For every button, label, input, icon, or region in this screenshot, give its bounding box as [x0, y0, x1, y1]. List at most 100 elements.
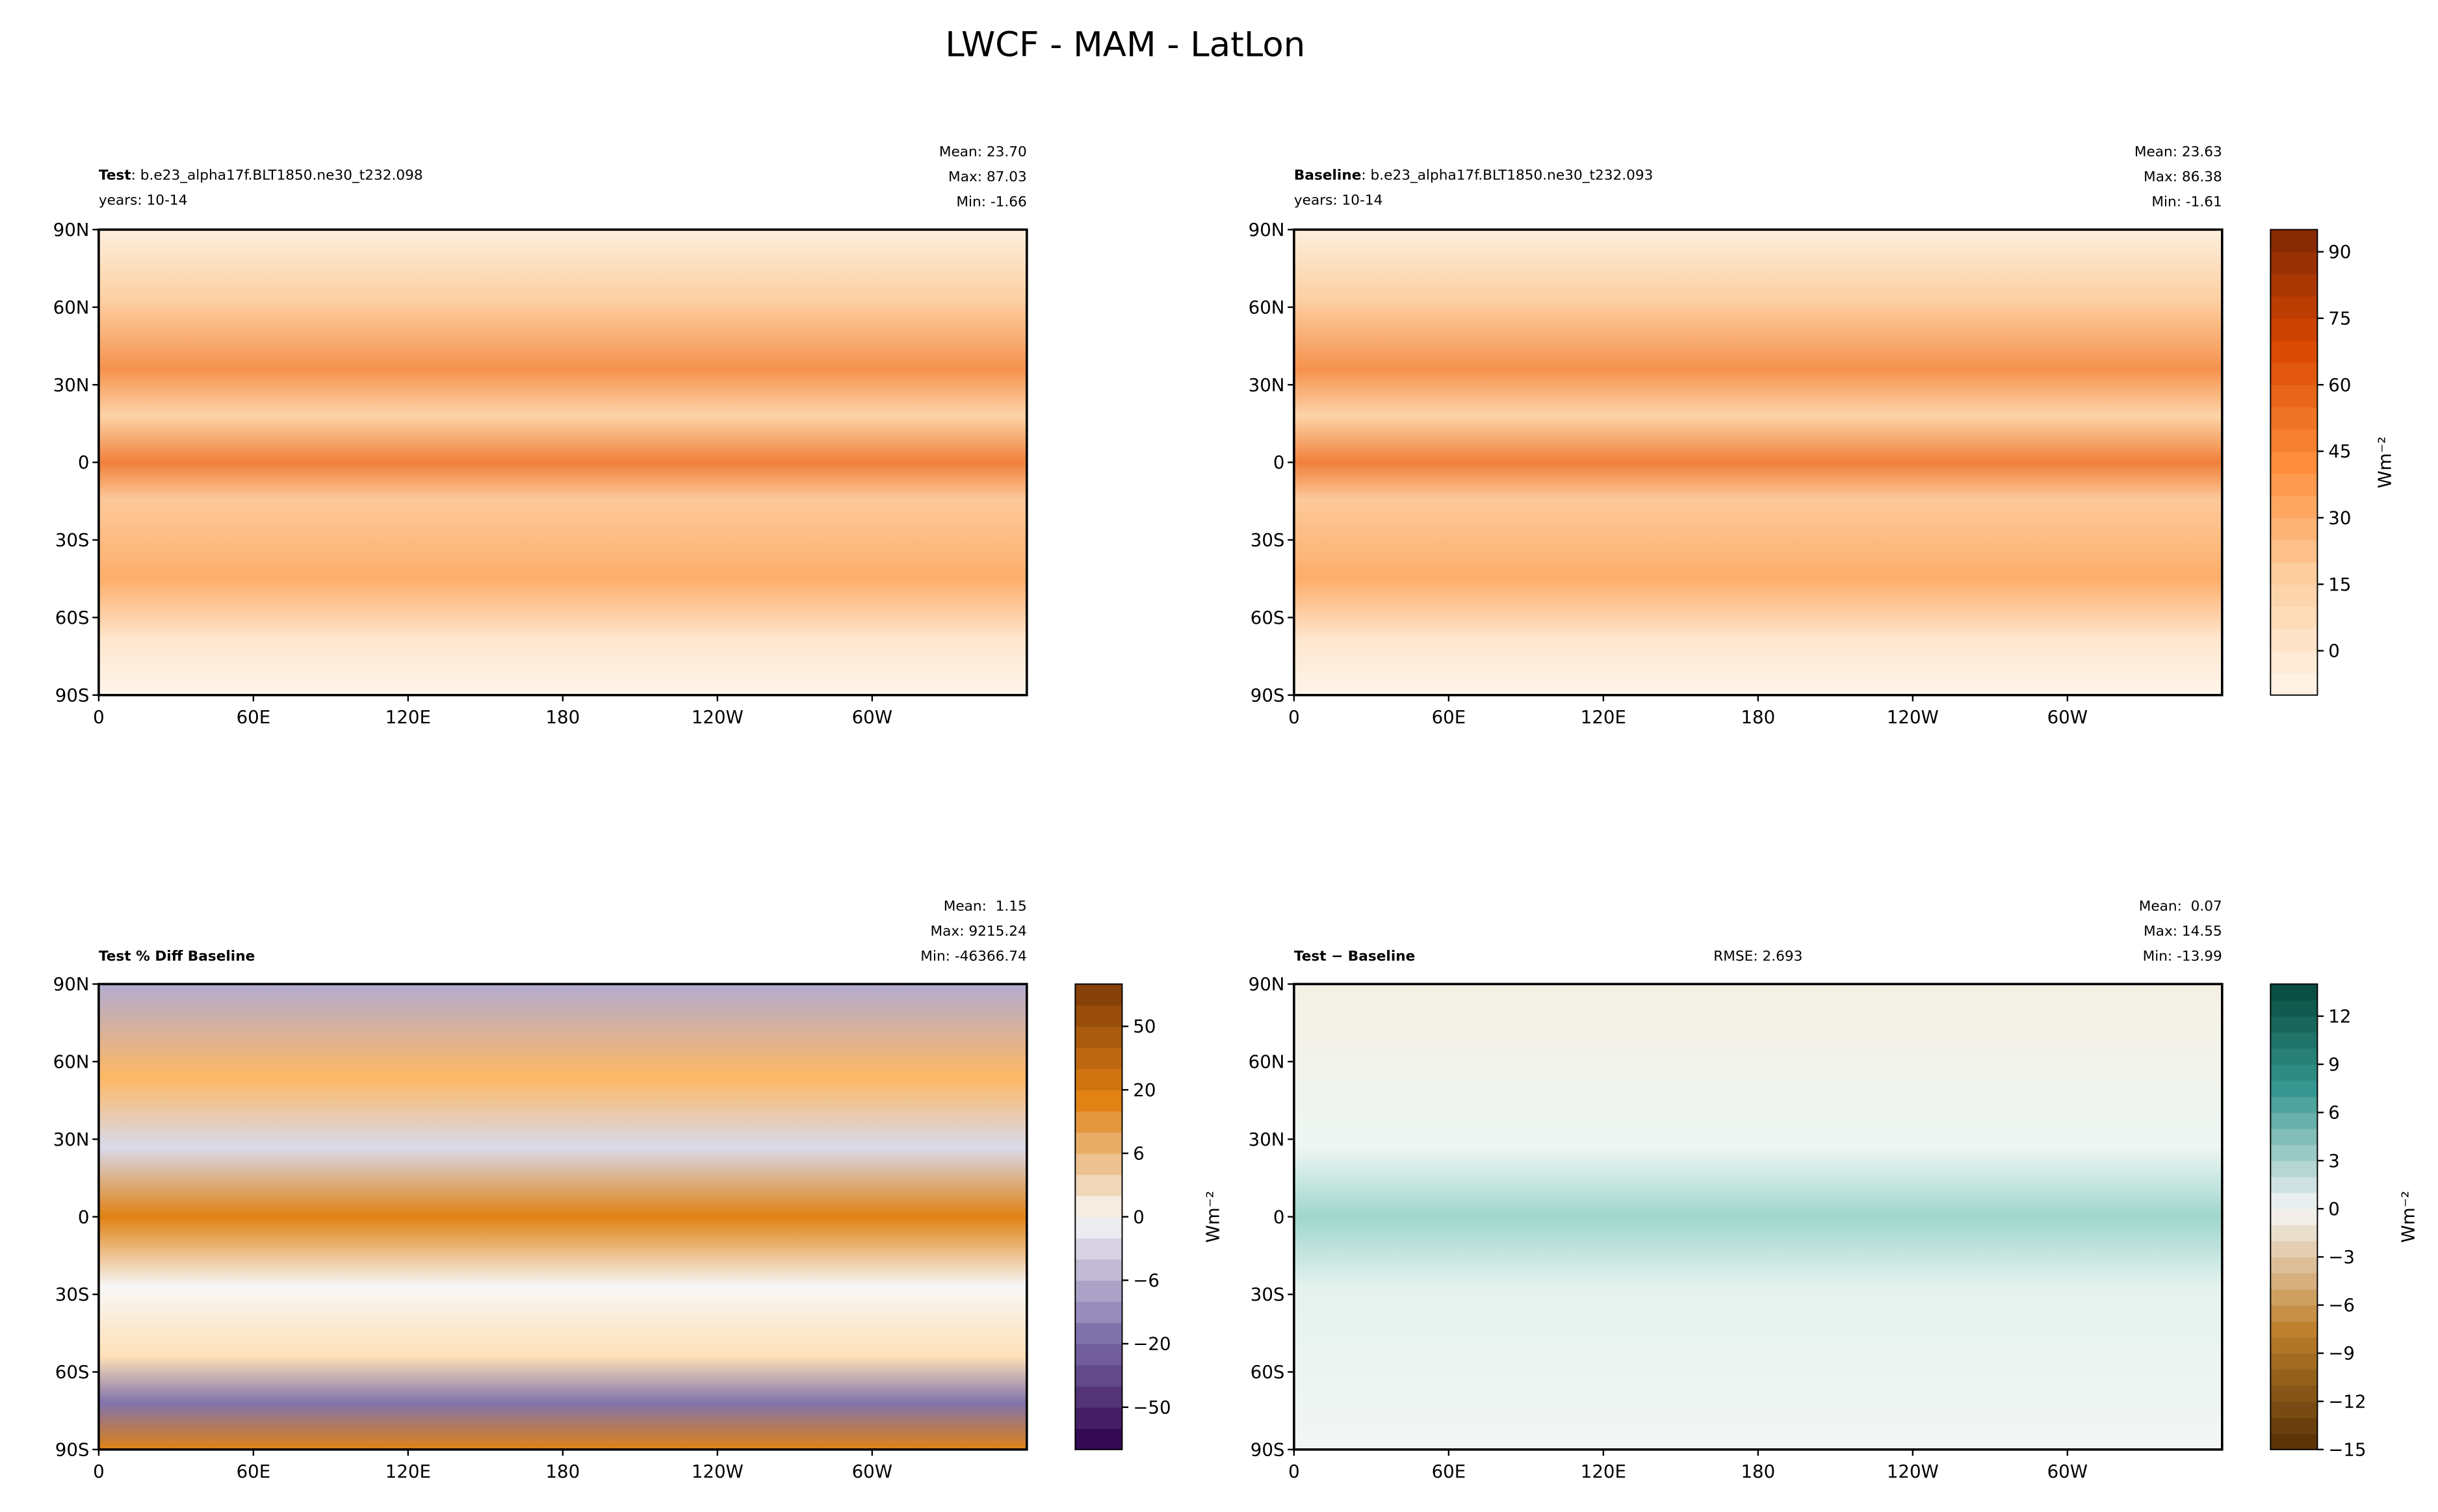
colorbar-segment [2270, 628, 2318, 652]
colorbar-segment [2270, 1225, 2318, 1242]
colorbar-tick-label: 0 [2328, 1198, 2340, 1220]
colorbar-segment [1075, 1026, 1122, 1048]
colorbar-tick-label: −20 [1133, 1333, 1171, 1355]
y-tick-label: 90N [53, 219, 90, 240]
stat: Max: 14.55 [2144, 923, 2222, 940]
colorbar-segment [2270, 1369, 2318, 1386]
field [1293, 984, 2222, 1450]
stat: Max: 86.38 [2144, 169, 2222, 185]
colorbar-segment [1075, 1428, 1122, 1450]
rmse: RMSE: 2.693 [1713, 948, 1802, 964]
colorbar-segment [2270, 1016, 2318, 1033]
colorbar-segment [2270, 429, 2318, 452]
colorbar-tick-label: −6 [1133, 1270, 1160, 1291]
colorbar-segment [2270, 1160, 2318, 1177]
colorbar-label: Wm⁻² [1202, 1191, 1223, 1243]
x-tick-label: 120W [1887, 1461, 1939, 1482]
stat: Min: -13.99 [2143, 948, 2222, 964]
map-panel: Baseline: b.e23_alpha17f.BLT1850.ne30_t2… [1249, 144, 2396, 728]
colorbar-segment [2270, 1321, 2318, 1338]
colorbar-frame [2270, 229, 2318, 696]
x-tick-label: 0 [93, 1461, 105, 1482]
colorbar-segment [2270, 1000, 2318, 1017]
x-tick-label: 0 [1288, 706, 1300, 728]
panel-title-bold: Test − Baseline [1294, 948, 1415, 964]
field [1293, 229, 2222, 695]
colorbar-segment [2270, 1064, 2318, 1081]
colorbar-segment [1075, 1238, 1122, 1260]
colorbar-segment [1075, 1407, 1122, 1429]
panel-title-bold: Test % Diff Baseline [99, 948, 255, 964]
colorbar-segment [1075, 1386, 1122, 1408]
y-tick-label: 30N [53, 374, 90, 396]
y-tick-label: 90S [1251, 1439, 1285, 1460]
colorbar-frame [2270, 983, 2318, 1450]
colorbar-tick-label: 60 [2328, 374, 2351, 396]
colorbar-tick-label: 15 [2328, 574, 2351, 595]
y-tick-label: 90N [1249, 973, 1285, 995]
stat: Max: 87.03 [948, 169, 1027, 185]
panel-title-bold: Test [99, 167, 131, 183]
colorbar-tick-label: 90 [2328, 241, 2351, 263]
y-tick-label: 90N [53, 973, 90, 995]
colorbar-segment [2270, 318, 2318, 341]
panel-title: Test % Diff Baseline [99, 948, 255, 964]
colorbar-segment [2270, 407, 2318, 430]
y-tick-label: 90S [1251, 684, 1285, 706]
colorbar-tick-label: −12 [2328, 1390, 2366, 1412]
colorbar-tick-label: 12 [2328, 1005, 2351, 1027]
x-tick-label: 120E [1581, 1461, 1626, 1482]
panel-title-case: : b.e23_alpha17f.BLT1850.ne30_t232.093 [1361, 167, 1653, 183]
colorbar-tick-label: 9 [2328, 1054, 2340, 1075]
colorbar-segment [2270, 1273, 2318, 1290]
x-tick-label: 60E [237, 706, 271, 728]
colorbar-tick-label: 3 [2328, 1150, 2340, 1172]
panel-subtitle: years: 10-14 [99, 192, 188, 209]
colorbar-segment [2270, 1401, 2318, 1418]
map-panel: Test − Baseline RMSE: 2.693 Mean: 0.07 Max:… [1249, 898, 2419, 1482]
colorbar-segment [1075, 1005, 1122, 1027]
colorbar-segment [1075, 1174, 1122, 1196]
colorbar-tick-label: 20 [1133, 1079, 1156, 1101]
stat: Mean: 23.63 [2134, 144, 2222, 160]
x-tick-label: 120W [692, 706, 744, 728]
colorbar-segment [1075, 1153, 1122, 1175]
colorbar-segment [2270, 562, 2318, 585]
colorbar-segment [2270, 1048, 2318, 1065]
x-tick-label: 60E [237, 1461, 271, 1482]
y-tick-label: 30N [1249, 374, 1285, 396]
panel-title-case: : b.e23_alpha17f.BLT1850.ne30_t232.098 [131, 167, 423, 183]
y-tick-label: 60N [53, 296, 90, 318]
y-tick-label: 60S [1251, 1361, 1285, 1383]
y-tick-label: 90S [55, 1439, 90, 1460]
colorbar-segment [2270, 1192, 2318, 1210]
stat: Min: -1.66 [956, 194, 1026, 210]
panel-title: Test − Baseline [1294, 948, 1415, 964]
y-tick-label: 30S [1251, 530, 1285, 551]
colorbar-tick-label: 50 [1133, 1016, 1156, 1037]
colorbar-tick-label: 30 [2328, 507, 2351, 528]
colorbar-segment [1075, 1068, 1122, 1091]
stat: Max: 9215.24 [931, 923, 1027, 940]
colorbar-segment [2270, 296, 2318, 319]
colorbar-segment [2270, 363, 2318, 385]
colorbar-tick-label: −15 [2328, 1439, 2366, 1460]
colorbar-segment [2270, 1257, 2318, 1274]
colorbar-segment [1075, 1344, 1122, 1366]
colorbar-segment [2270, 1080, 2318, 1097]
y-tick-label: 60S [55, 1361, 90, 1383]
y-tick-label: 30S [1251, 1284, 1285, 1305]
x-tick-label: 180 [545, 1461, 580, 1482]
y-tick-label: 0 [78, 1206, 90, 1227]
colorbar-segment [2270, 1305, 2318, 1322]
y-tick-label: 60N [1249, 296, 1285, 318]
x-tick-label: 120E [385, 706, 431, 728]
colorbar-segment [1075, 1301, 1122, 1324]
colorbar-segment [1075, 1110, 1122, 1133]
stat: Min: -1.61 [2151, 194, 2222, 210]
colorbar-segment [2270, 1288, 2318, 1306]
x-tick-label: 60E [1432, 706, 1466, 728]
colorbar-segment [2270, 584, 2318, 608]
colorbar-tick-label: 75 [2328, 307, 2351, 329]
